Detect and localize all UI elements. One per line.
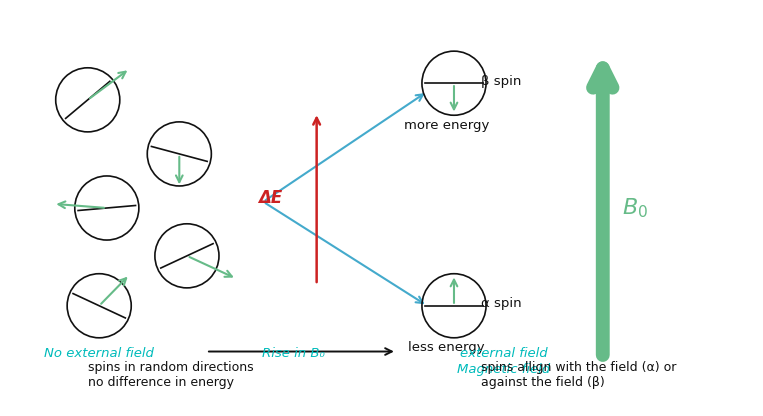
Text: spins in random directions
no difference in energy: spins in random directions no difference… (88, 361, 253, 389)
Text: ΔE: ΔE (258, 188, 282, 207)
Text: α spin: α spin (481, 297, 521, 310)
Text: $B_0$: $B_0$ (622, 196, 648, 220)
Text: external field: external field (460, 347, 547, 360)
Text: Magnetic field: Magnetic field (457, 364, 550, 376)
Text: No external field: No external field (44, 347, 154, 360)
Text: less energy: less energy (408, 341, 485, 354)
Text: Rise in B₀: Rise in B₀ (262, 347, 325, 360)
Text: more energy: more energy (404, 119, 489, 131)
Text: spins allign with the field (α) or
against the field (β): spins allign with the field (α) or again… (481, 361, 676, 389)
Text: β spin: β spin (481, 74, 521, 88)
